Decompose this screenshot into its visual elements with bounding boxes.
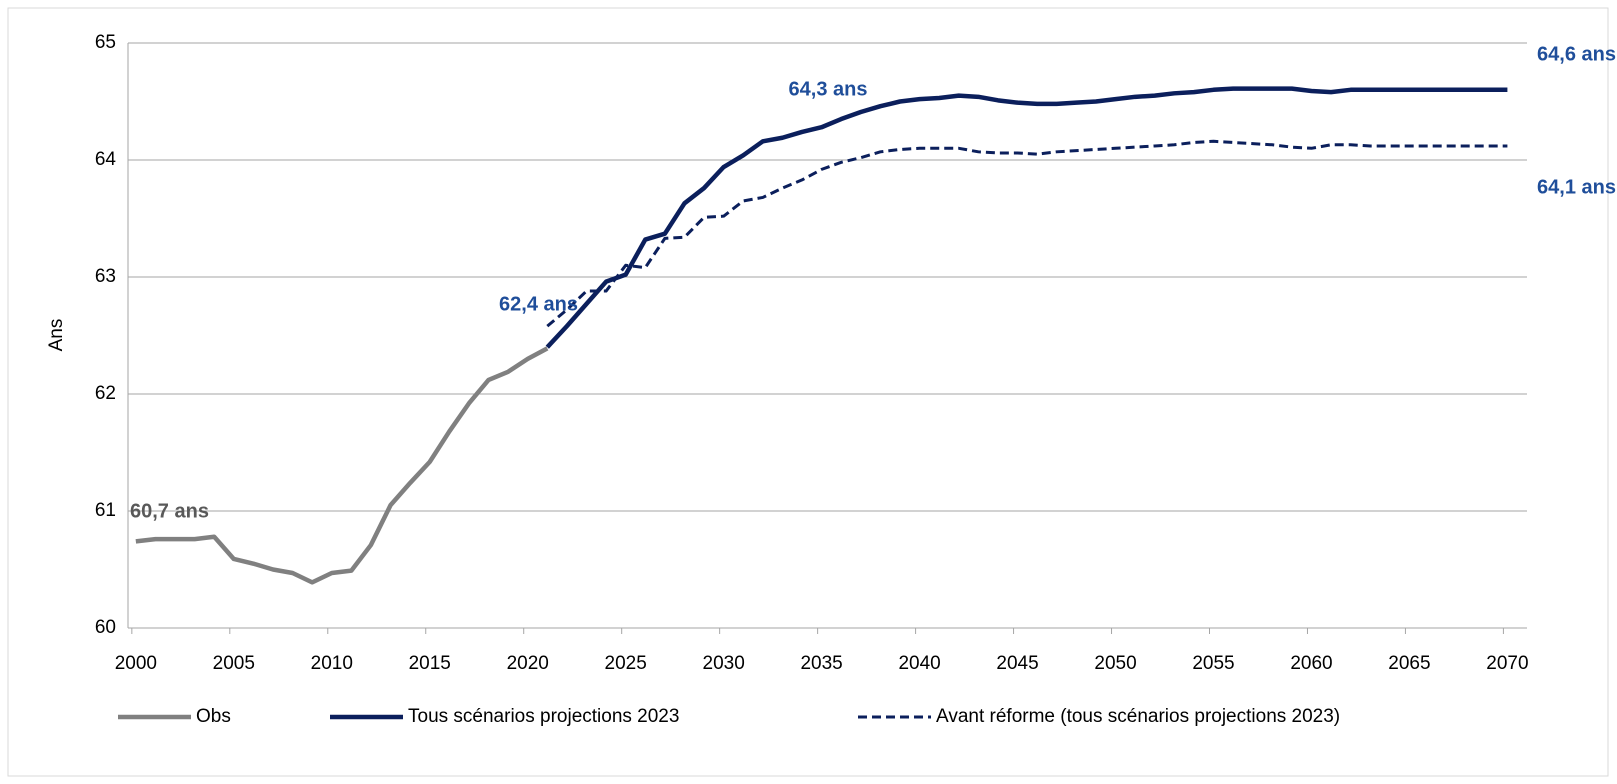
x-tick-label: 2025 bbox=[605, 653, 647, 674]
y-tick-label: 63 bbox=[95, 266, 116, 287]
x-tick-label: 2010 bbox=[311, 653, 353, 674]
annotation: 62,4 ans bbox=[499, 293, 578, 315]
y-tick-label: 62 bbox=[95, 383, 116, 404]
legend-label: Tous scénarios projections 2023 bbox=[408, 706, 679, 727]
x-tick-label: 2055 bbox=[1192, 653, 1234, 674]
x-tick-label: 2040 bbox=[898, 653, 940, 674]
series-line bbox=[545, 86, 1508, 349]
annotation: 64,3 ans bbox=[789, 78, 868, 100]
x-tick-label: 2035 bbox=[800, 653, 842, 674]
y-tick-label: 65 bbox=[95, 32, 116, 53]
series-line bbox=[135, 346, 549, 585]
x-tick-label: 2000 bbox=[115, 653, 157, 674]
annotation: 64,6 ans bbox=[1537, 43, 1616, 65]
legend-label: Avant réforme (tous scénarios projection… bbox=[936, 706, 1340, 727]
x-tick-label: 2015 bbox=[409, 653, 451, 674]
x-tick-label: 2020 bbox=[507, 653, 549, 674]
annotation: 60,7 ans bbox=[130, 500, 209, 522]
x-tick-label: 2030 bbox=[703, 653, 745, 674]
annotation: 64,1 ans bbox=[1537, 176, 1616, 198]
x-tick-label: 2060 bbox=[1290, 653, 1332, 674]
x-tick-label: 2050 bbox=[1094, 653, 1136, 674]
y-axis-label: Ans bbox=[46, 319, 67, 352]
y-tick-label: 61 bbox=[95, 500, 116, 521]
y-tick-label: 60 bbox=[95, 617, 116, 638]
x-tick-label: 2070 bbox=[1486, 653, 1528, 674]
x-tick-label: 2065 bbox=[1388, 653, 1430, 674]
series-line bbox=[546, 139, 1508, 328]
legend-label: Obs bbox=[196, 706, 231, 727]
chart-border bbox=[7, 7, 1609, 777]
y-tick-label: 64 bbox=[95, 149, 117, 170]
x-tick-label: 2005 bbox=[213, 653, 255, 674]
x-tick-label: 2045 bbox=[996, 653, 1038, 674]
